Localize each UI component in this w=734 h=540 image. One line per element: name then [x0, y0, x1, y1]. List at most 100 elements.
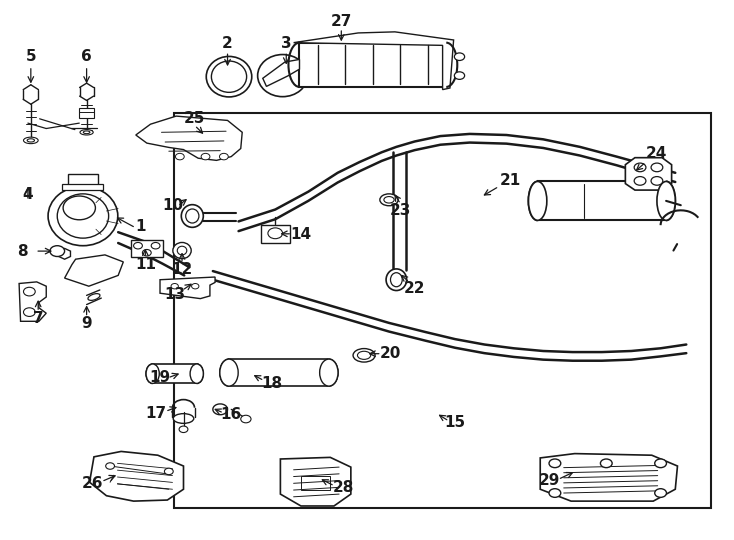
Text: 1: 1: [136, 219, 146, 234]
Bar: [79, 108, 94, 118]
Bar: [299, 43, 446, 87]
Ellipse shape: [173, 242, 191, 259]
Bar: [229, 359, 328, 386]
Bar: [537, 181, 666, 220]
Bar: [62, 184, 103, 190]
Polygon shape: [65, 255, 123, 286]
Text: 22: 22: [404, 281, 426, 296]
Circle shape: [63, 196, 95, 220]
Polygon shape: [280, 457, 351, 506]
Polygon shape: [131, 240, 163, 256]
Ellipse shape: [528, 181, 547, 220]
Circle shape: [634, 177, 646, 185]
Polygon shape: [136, 116, 242, 160]
Ellipse shape: [190, 364, 203, 383]
Circle shape: [23, 308, 35, 316]
Text: 9: 9: [81, 316, 92, 332]
Ellipse shape: [380, 194, 399, 206]
Text: 23: 23: [390, 203, 412, 218]
Ellipse shape: [181, 205, 203, 227]
Bar: [299, 57, 321, 70]
Text: 12: 12: [172, 262, 192, 278]
Polygon shape: [90, 451, 184, 501]
Circle shape: [655, 489, 666, 497]
Text: 15: 15: [445, 415, 465, 430]
Circle shape: [50, 246, 65, 256]
Text: 10: 10: [162, 198, 183, 213]
Text: 5: 5: [26, 49, 36, 64]
Ellipse shape: [80, 130, 93, 135]
Ellipse shape: [211, 61, 247, 92]
Ellipse shape: [390, 273, 402, 287]
Ellipse shape: [220, 359, 238, 386]
Circle shape: [600, 459, 612, 468]
Circle shape: [151, 242, 160, 249]
Text: 18: 18: [261, 376, 282, 391]
Circle shape: [175, 153, 184, 160]
Text: 29: 29: [538, 473, 560, 488]
Circle shape: [651, 163, 663, 172]
Circle shape: [454, 72, 465, 79]
Text: 13: 13: [164, 287, 185, 302]
Circle shape: [549, 489, 561, 497]
Ellipse shape: [146, 364, 159, 383]
Polygon shape: [540, 454, 677, 501]
Text: 20: 20: [379, 346, 401, 361]
Polygon shape: [160, 277, 215, 299]
Text: 21: 21: [500, 173, 520, 188]
Circle shape: [655, 459, 666, 468]
Ellipse shape: [178, 246, 186, 255]
Circle shape: [179, 426, 188, 433]
Text: 3: 3: [281, 36, 291, 51]
Circle shape: [106, 463, 115, 469]
Circle shape: [651, 177, 663, 185]
Circle shape: [201, 153, 210, 160]
Polygon shape: [263, 59, 299, 86]
Circle shape: [634, 163, 646, 172]
Text: 17: 17: [146, 406, 167, 421]
Text: 25: 25: [184, 111, 206, 126]
Text: 16: 16: [221, 407, 241, 422]
Circle shape: [142, 249, 151, 256]
Bar: [301, 476, 330, 490]
Circle shape: [549, 459, 561, 468]
Text: 6: 6: [81, 49, 92, 64]
Ellipse shape: [48, 186, 117, 246]
Circle shape: [454, 53, 465, 60]
Bar: [261, 225, 290, 243]
Circle shape: [134, 242, 142, 249]
Polygon shape: [19, 282, 46, 321]
Circle shape: [23, 287, 35, 296]
Text: 26: 26: [81, 476, 103, 491]
Ellipse shape: [357, 351, 371, 360]
Ellipse shape: [353, 349, 375, 362]
Ellipse shape: [23, 137, 38, 144]
Text: 2: 2: [222, 36, 233, 51]
Text: 7: 7: [33, 311, 43, 326]
Ellipse shape: [657, 181, 675, 220]
Circle shape: [268, 228, 283, 239]
Circle shape: [171, 284, 178, 289]
Ellipse shape: [186, 209, 199, 223]
Text: 11: 11: [135, 257, 156, 272]
Polygon shape: [59, 248, 70, 259]
Ellipse shape: [57, 194, 109, 238]
Polygon shape: [625, 158, 672, 190]
Bar: [174, 113, 711, 508]
Ellipse shape: [386, 269, 407, 291]
Bar: [68, 174, 98, 186]
Text: 14: 14: [291, 227, 311, 242]
Ellipse shape: [173, 414, 194, 423]
Text: 19: 19: [150, 370, 170, 386]
Text: 28: 28: [333, 480, 355, 495]
Ellipse shape: [319, 359, 338, 386]
Ellipse shape: [258, 55, 308, 97]
Ellipse shape: [88, 294, 100, 300]
Text: 27: 27: [330, 14, 352, 29]
Text: 4: 4: [23, 187, 33, 202]
Circle shape: [241, 415, 251, 423]
Ellipse shape: [206, 56, 252, 97]
Text: 8: 8: [17, 244, 27, 259]
Ellipse shape: [384, 197, 394, 203]
Text: 24: 24: [646, 146, 668, 161]
